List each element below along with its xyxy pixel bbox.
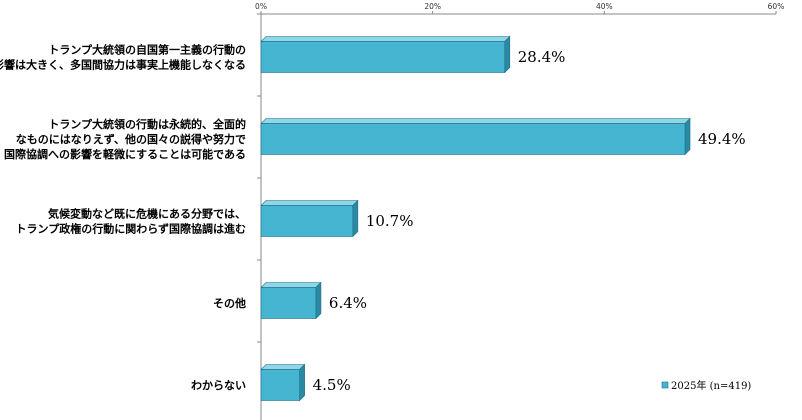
category-label: その他 — [213, 296, 246, 310]
x-tick-label: 60% — [768, 2, 785, 11]
category-label: トランプ大統領の行動は永続的、全面的なものにはなりえず、他の国々の説得や努力で国… — [4, 117, 246, 161]
x-tick-label: 0% — [255, 2, 267, 11]
category-label-line: 国際協調への影響を軽微にすることは可能である — [4, 147, 246, 161]
bar-side-face — [684, 117, 691, 156]
category-label-line: トランプ大統領の自国第一主義の行動の — [48, 43, 246, 57]
category-label-line: その他 — [213, 296, 246, 310]
category-label-line: なものにはなりえず、他の国々の説得や努力で — [16, 132, 246, 146]
legend-label: 2025年 (n=419) — [671, 379, 751, 392]
x-tick-label: 40% — [596, 2, 613, 11]
category-label-line: 気候変動など既に危機にある分野では、 — [48, 207, 246, 221]
bar — [260, 199, 359, 238]
x-tick-label: 20% — [424, 2, 441, 11]
data-label: 28.4% — [518, 48, 566, 66]
bar-side-face — [315, 281, 322, 320]
category-label: 気候変動など既に危機にある分野では、トランプ政権の行動に関わらず国際協調は進む — [16, 207, 246, 236]
bar-top-face — [260, 364, 306, 370]
bars — [260, 35, 691, 402]
bar-front-face — [260, 287, 317, 319]
bar — [260, 281, 322, 320]
bar-front-face — [260, 123, 686, 155]
category-label-line: 影響は大きく、多国間協力は事実上機能しなくなる — [0, 58, 246, 72]
bar-side-face — [504, 35, 511, 74]
category-label-line: トランプ大統領の行動は永続的、全面的 — [48, 117, 246, 131]
bar-front-face — [260, 369, 300, 401]
bar-front-face — [260, 41, 506, 73]
bar — [260, 35, 511, 74]
bar-side-face — [352, 199, 359, 238]
bar — [260, 363, 306, 402]
category-label-line: わからない — [191, 379, 246, 392]
category-label: トランプ大統領の自国第一主義の行動の影響は大きく、多国間協力は事実上機能しなくな… — [0, 43, 246, 72]
x-axis: 0% 20% 40% 60% — [255, 2, 784, 420]
bar-side-face — [299, 363, 305, 402]
legend-swatch — [661, 381, 669, 389]
category-label-line: トランプ政権の行動に関わらず国際協調は進む — [16, 222, 246, 236]
bar-top-face — [260, 118, 691, 124]
bar-top-face — [260, 36, 511, 42]
legend: 2025年 (n=419) — [661, 379, 751, 392]
data-label: 10.7% — [366, 212, 414, 230]
category-labels: トランプ大統領の自国第一主義の行動の影響は大きく、多国間協力は事実上機能しなくな… — [0, 43, 246, 393]
data-label: 49.4% — [698, 130, 746, 148]
bar — [260, 117, 691, 156]
data-label: 6.4% — [329, 294, 367, 312]
bar-top-face — [260, 282, 322, 288]
data-label: 4.5% — [313, 376, 351, 394]
category-label: わからない — [191, 379, 246, 392]
bar-front-face — [260, 205, 354, 237]
data-labels: 28.4% 49.4% 10.7% 6.4% 4.5% — [313, 48, 746, 394]
bar-top-face — [260, 200, 359, 206]
